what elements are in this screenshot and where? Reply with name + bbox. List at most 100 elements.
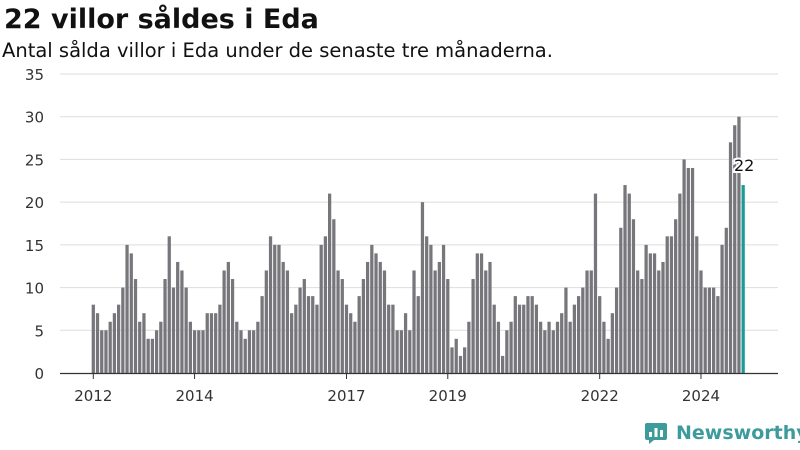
bar [391,304,395,373]
bar [606,338,610,373]
bar [471,279,475,373]
bar [551,330,555,373]
bar [138,321,142,373]
bar [446,279,450,373]
bar [116,304,121,373]
bar [522,304,526,373]
bar [517,304,522,373]
bar [349,313,353,373]
bar [159,321,163,373]
bar [365,261,370,373]
bar [534,304,539,373]
bar [387,304,391,373]
bar [104,330,108,373]
bar [121,287,125,373]
bar [484,270,488,373]
bar [530,296,534,373]
bar [112,313,117,373]
bar [146,338,150,373]
bar [682,159,686,373]
bar [623,185,627,373]
bar [247,330,252,373]
bar [437,261,441,373]
bar [581,287,585,373]
bar [479,253,484,373]
bar [100,330,104,373]
x-tick-label: 2012 [74,387,112,405]
bar [555,321,560,373]
bar [252,330,256,373]
bar [201,330,205,373]
bar [585,270,589,373]
bar [298,287,302,373]
x-tick-label: 2014 [175,387,213,405]
bar [306,296,311,373]
bar [285,270,290,373]
bar [311,296,315,373]
bar [724,227,728,373]
bar [133,279,138,373]
bar [408,330,412,373]
bar [353,321,357,373]
bar [243,338,247,373]
newsworthy-brand: Newsworthy [644,420,800,446]
bar [509,321,513,373]
bar [192,330,197,373]
bar [496,321,501,373]
bar [661,261,665,373]
bar [488,261,492,373]
bar [644,244,648,373]
bar [184,287,188,373]
bar [538,321,543,373]
bar [281,261,285,373]
bar [108,321,112,373]
bar [125,244,129,373]
bar [648,253,652,373]
bar [678,193,682,373]
y-tick-label: 30 [25,109,44,127]
bar [627,193,631,373]
bar [302,279,306,373]
bar [205,313,209,373]
bar [737,116,741,373]
bar [513,296,517,373]
bar [720,244,724,373]
bar [501,355,505,373]
newsworthy-logo-icon [645,423,667,444]
bar [315,304,319,373]
x-tick-label: 2022 [581,387,619,405]
bar [610,313,614,373]
bar [374,253,378,373]
bar [636,270,640,373]
bar [598,296,602,373]
bar [188,321,192,373]
bar [129,253,133,373]
bar [319,244,323,373]
bar [171,287,176,373]
bar [361,279,366,373]
bar [652,253,657,373]
y-tick-label: 25 [25,151,44,169]
bar [95,313,100,373]
bar [239,330,243,373]
bar [716,296,720,373]
bar [264,270,268,373]
bar [180,270,184,373]
bar [454,338,458,373]
bar [150,338,155,373]
y-tick-label: 35 [25,66,44,84]
bar [176,261,180,373]
bar [154,330,159,373]
bar [167,236,171,373]
bar [568,321,572,373]
bar [226,261,230,373]
bar [572,304,577,373]
bar [336,270,340,373]
bar [695,236,699,373]
bar [441,244,446,373]
bar [703,287,707,373]
bar [416,296,420,373]
bar [357,296,361,373]
bar [450,347,454,373]
bar [268,236,273,373]
